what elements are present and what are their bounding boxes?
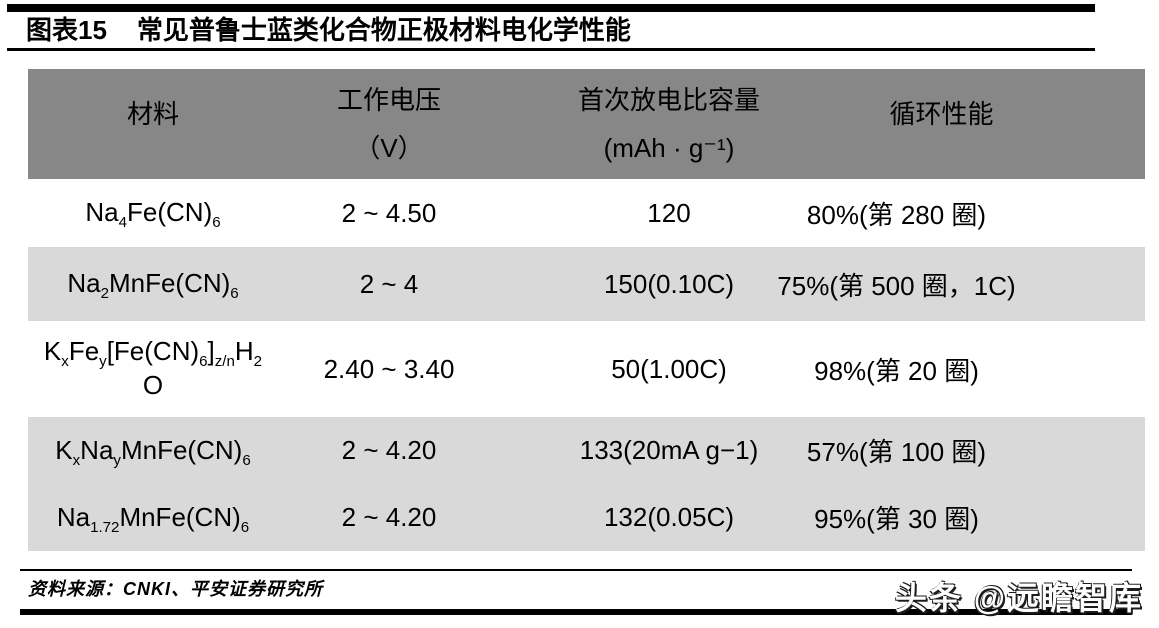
table-row: KxFey[Fe(CN)6]z/nH2 O 2.40 ~ 3.40 50(1.00… xyxy=(28,321,1145,417)
table-header-row: 材料 工作电压 （V） 首次放电比容量 (mAh · g⁻¹) 循环性能 xyxy=(28,69,1145,179)
cell-material: Na2MnFe(CN)6 xyxy=(67,268,239,303)
column-header-material: 材料 xyxy=(28,69,278,179)
table-row: Na2MnFe(CN)6 2 ~ 4 150(0.10C) 75%(第 500 … xyxy=(28,247,1145,321)
cell-capacity: 132(0.05C) xyxy=(603,502,735,532)
cell-voltage: 2 ~ 4.20 xyxy=(341,435,437,465)
cell-cycle: 98%(第 20 圈) xyxy=(814,321,1145,417)
source-footer: 资料来源：CNKI、平安证券研究所 xyxy=(20,569,1132,615)
cell-cycle: 57%(第 100 圈) xyxy=(807,417,1145,484)
figure-title-text: 常见普鲁士蓝类化合物正极材料电化学性能 xyxy=(136,15,631,45)
cell-capacity: 150(0.10C) xyxy=(603,268,735,299)
cycle-value: 95%(第 30 圈) xyxy=(814,504,979,534)
table-row: KxNayMnFe(CN)6 2 ~ 4.20 133(20mA g−1) 57… xyxy=(28,417,1145,484)
title-top-rule xyxy=(7,4,1095,12)
title-bottom-rule xyxy=(7,48,1095,51)
cell-cycle: 95%(第 30 圈) xyxy=(814,484,1145,551)
watermark: 头条 @远瞻智库 xyxy=(894,580,1143,616)
cell-cycle: 75%(第 500 圈，1C) xyxy=(777,247,1145,321)
cell-cycle: 80%(第 280 圈) xyxy=(807,179,1145,247)
cell-voltage: 2 ~ 4.20 xyxy=(341,502,437,532)
cell-capacity: 133(20mA g−1) xyxy=(579,435,759,465)
source-text: 资料来源：CNKI、平安证券研究所 xyxy=(28,579,323,599)
column-unit: (mAh · g⁻¹) xyxy=(603,133,735,163)
performance-table: 材料 工作电压 （V） 首次放电比容量 (mAh · g⁻¹) 循环性能 Na4… xyxy=(28,69,1145,551)
column-title: 材料 xyxy=(126,99,179,129)
cycle-value: 75%(第 500 圈，1C) xyxy=(777,270,1016,301)
column-unit: （V） xyxy=(354,133,424,163)
cell-voltage: 2.40 ~ 3.40 xyxy=(323,353,455,384)
cell-material: KxFey[Fe(CN)6]z/nH2 O xyxy=(43,336,263,400)
cycle-value: 98%(第 20 圈) xyxy=(814,355,979,386)
cell-capacity: 120 xyxy=(647,197,691,228)
figure-label: 图表15 xyxy=(26,15,107,45)
cell-material: KxNayMnFe(CN)6 xyxy=(55,434,251,469)
cell-material: Na1.72MnFe(CN)6 xyxy=(56,501,250,536)
cell-material: Na4Fe(CN)6 xyxy=(85,197,221,232)
column-header-cycle: 循环性能 xyxy=(838,69,1145,179)
column-title: 循环性能 xyxy=(889,99,994,129)
cycle-value: 80%(第 280 圈) xyxy=(806,199,987,230)
cell-capacity: 50(1.00C) xyxy=(611,353,727,384)
cycle-value: 57%(第 100 圈) xyxy=(806,437,987,467)
column-title: 工作电压 xyxy=(336,85,441,115)
table-row: Na4Fe(CN)6 2 ~ 4.50 120 80%(第 280 圈) xyxy=(28,179,1145,247)
cell-voltage: 2 ~ 4.50 xyxy=(341,197,437,228)
column-header-capacity: 首次放电比容量 (mAh · g⁻¹) xyxy=(500,69,838,179)
table-row: Na1.72MnFe(CN)6 2 ~ 4.20 132(0.05C) 95%(… xyxy=(28,484,1145,551)
figure-title: 图表15 常见普鲁士蓝类化合物正极材料电化学性能 xyxy=(26,15,1086,46)
cell-voltage: 2 ~ 4 xyxy=(359,268,419,299)
column-title: 首次放电比容量 xyxy=(577,85,760,115)
column-header-voltage: 工作电压 （V） xyxy=(278,69,500,179)
